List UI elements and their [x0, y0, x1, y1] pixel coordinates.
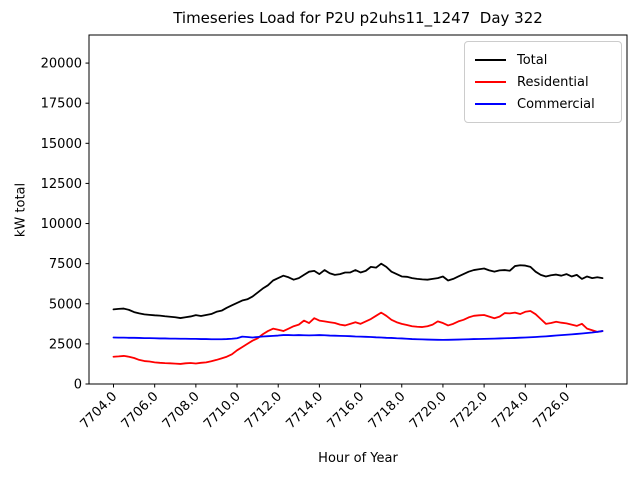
- y-tick-label: 10000: [41, 217, 82, 232]
- x-tick-label: 7708.0: [160, 389, 203, 432]
- total-line-swatch: [475, 59, 506, 61]
- legend-item-total: Total: [475, 49, 611, 71]
- legend-label-residential: Residential: [517, 74, 589, 90]
- legend: Total Residential Commercial: [464, 41, 622, 123]
- legend-item-residential: Residential: [475, 71, 611, 93]
- x-tick-label: 7710.0: [201, 389, 244, 432]
- series-line-commercial: [112, 330, 604, 341]
- series-line-residential: [112, 310, 604, 365]
- y-axis-label: kW total: [13, 182, 29, 238]
- x-tick-label: 7714.0: [283, 389, 326, 432]
- x-tick-label: 7724.0: [489, 389, 532, 432]
- x-tick-label: 7718.0: [366, 389, 409, 432]
- y-tick-label: 17500: [41, 97, 82, 112]
- y-tick-label: 15000: [41, 137, 82, 152]
- x-tick-label: 7716.0: [325, 389, 368, 432]
- x-tick-label: 7712.0: [242, 389, 285, 432]
- x-axis-label: Hour of Year: [318, 451, 398, 466]
- x-tick-label: 7706.0: [119, 389, 162, 432]
- residential-line-swatch: [475, 81, 506, 83]
- legend-item-commercial: Commercial: [475, 93, 611, 115]
- y-tick-label: 2500: [49, 337, 82, 352]
- x-tick-label: 7726.0: [531, 389, 574, 432]
- x-tick-label: 7722.0: [448, 389, 491, 432]
- y-tick-label: 12500: [41, 177, 82, 192]
- y-tick-label: 20000: [41, 57, 82, 72]
- axes-frame: [88, 34, 628, 385]
- commercial-line-swatch: [475, 103, 506, 105]
- y-tick-label: 5000: [49, 297, 82, 312]
- x-tick-label: 7720.0: [407, 389, 450, 432]
- legend-label-total: Total: [517, 52, 548, 68]
- x-tick-label: 7704.0: [78, 389, 121, 432]
- y-tick-label: 0: [74, 378, 82, 393]
- legend-label-commercial: Commercial: [517, 96, 595, 112]
- chart-title: Timeseries Load for P2U p2uhs11_1247 Day…: [173, 9, 543, 27]
- series-line-total: [112, 262, 604, 319]
- y-tick-label: 7500: [49, 257, 82, 272]
